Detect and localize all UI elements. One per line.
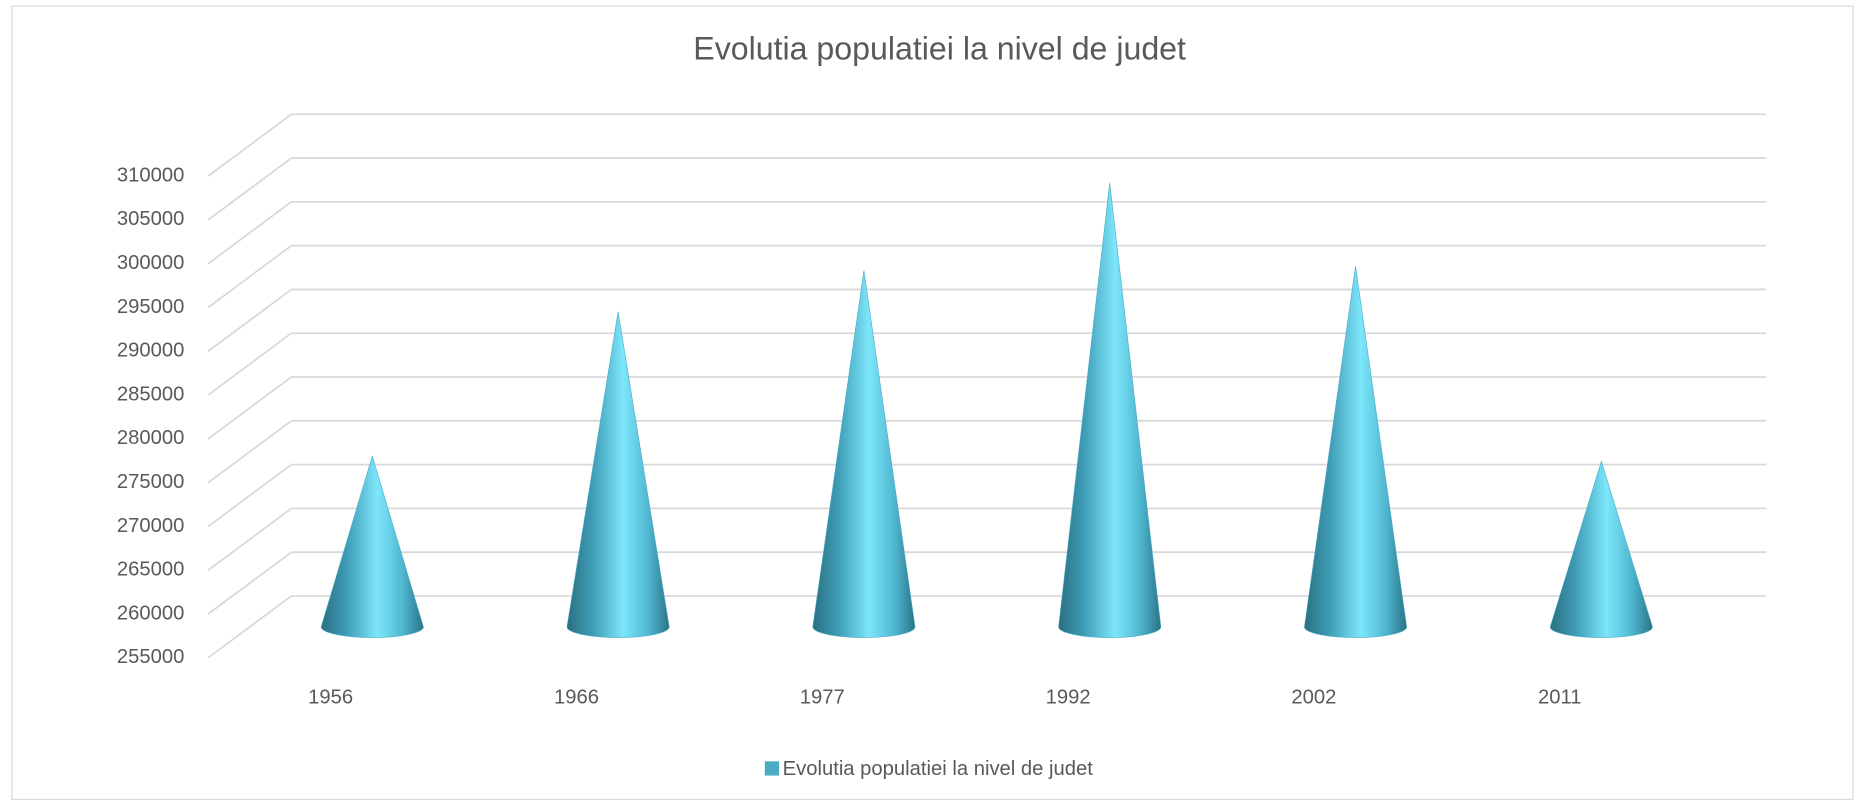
grid-line: [207, 376, 292, 440]
y-tick-label: 270000: [117, 515, 184, 537]
y-tick-label: 285000: [117, 383, 184, 405]
legend: Evolutia populatiei la nivel de judet: [764, 758, 1094, 780]
grid-line: [207, 420, 292, 484]
grid-line: [207, 332, 292, 396]
y-tick-label: 305000: [117, 208, 184, 230]
chart-border: [11, 5, 1854, 800]
cone: [1058, 182, 1162, 638]
grid-line: [207, 463, 292, 528]
y-tick-label: 255000: [117, 646, 184, 668]
x-tick-label: 1992: [1046, 687, 1091, 709]
cone: [320, 455, 424, 638]
y-tick-label: 310000: [117, 164, 184, 186]
cone: [566, 311, 670, 638]
x-tick-label: 2002: [1291, 687, 1336, 709]
grid-line: [207, 507, 292, 571]
grid-line: [207, 113, 292, 177]
cone: [1304, 266, 1407, 638]
x-tick-label: 1966: [554, 687, 599, 709]
grid-line: [207, 244, 292, 309]
y-tick-label: 290000: [117, 340, 184, 362]
grid-line: [207, 201, 292, 265]
x-tick-label: 1956: [308, 687, 353, 709]
x-tick-label: 2011: [1538, 687, 1581, 709]
cone: [812, 270, 916, 638]
y-tick-label: 295000: [117, 296, 184, 318]
y-tick-label: 265000: [117, 559, 184, 581]
legend-swatch: [764, 761, 780, 776]
chart-title: Evolutia populatiei la nivel de judet: [693, 31, 1186, 67]
legend-label: Evolutia populatiei la nivel de judet: [783, 758, 1094, 780]
grid-line: [207, 157, 292, 221]
y-tick-label: 260000: [117, 602, 184, 624]
y-tick-label: 300000: [117, 252, 184, 274]
y-tick-label: 275000: [117, 471, 184, 493]
grid-line: [207, 595, 292, 659]
x-tick-label: 1977: [800, 687, 845, 709]
grid-line: [207, 551, 292, 615]
y-tick-label: 280000: [117, 427, 184, 449]
grid-line: [207, 288, 292, 352]
cone: [1549, 460, 1653, 638]
